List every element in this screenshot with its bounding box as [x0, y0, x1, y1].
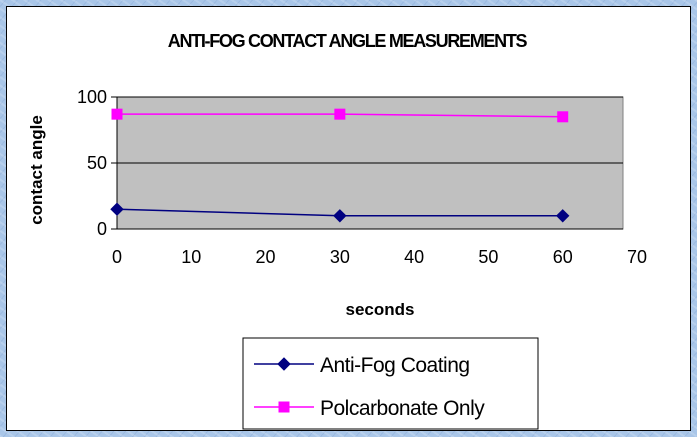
data-point	[333, 209, 347, 223]
data-point	[110, 202, 124, 216]
series-group	[110, 108, 570, 223]
x-axis-label: seconds	[346, 300, 415, 319]
data-point	[111, 108, 123, 120]
line-chart: ANTI-FOG CONTACT ANGLE MEASUREMENTS 0 10 2…	[27, 31, 647, 430]
chart-title: ANTI-FOG CONTACT ANGLE MEASUREMENTS	[168, 31, 528, 51]
legend-label: Anti-Fog Coating	[320, 354, 470, 377]
legend-item-1: Anti-Fog Coating	[254, 354, 470, 377]
series-1	[110, 202, 570, 223]
y-tick-label: 0	[97, 219, 107, 239]
y-tick-label: 50	[87, 153, 107, 173]
data-point	[557, 111, 569, 123]
x-tick-label: 10	[181, 247, 201, 267]
gridlines	[117, 96, 623, 164]
x-tick-label: 0	[112, 247, 122, 267]
x-tick-label: 20	[256, 247, 276, 267]
chart-frame: ANTI-FOG CONTACT ANGLE MEASUREMENTS 0 10 2…	[6, 6, 691, 431]
legend-marker	[278, 401, 290, 413]
legend-label: Polcarbonate Only	[320, 397, 485, 420]
y-tick-labels: 0 50 100	[77, 87, 117, 239]
data-point	[556, 209, 570, 223]
legend-marker	[277, 357, 291, 371]
legend: Anti-Fog Coating Polcarbonate Only	[242, 337, 539, 430]
y-axis-label: contact angle	[27, 115, 46, 225]
x-tick-label: 60	[553, 247, 573, 267]
data-point	[334, 108, 346, 120]
series-2	[111, 108, 569, 123]
x-tick-labels: 0 10 20 30 40 50 60 70	[112, 247, 647, 267]
x-tick-label: 40	[404, 247, 424, 267]
legend-item-2: Polcarbonate Only	[254, 397, 486, 420]
x-tick-label: 30	[330, 247, 350, 267]
x-tick-label: 70	[627, 247, 647, 267]
legend-box	[242, 337, 539, 430]
x-tick-label: 50	[478, 247, 498, 267]
y-tick-label: 100	[77, 87, 107, 107]
